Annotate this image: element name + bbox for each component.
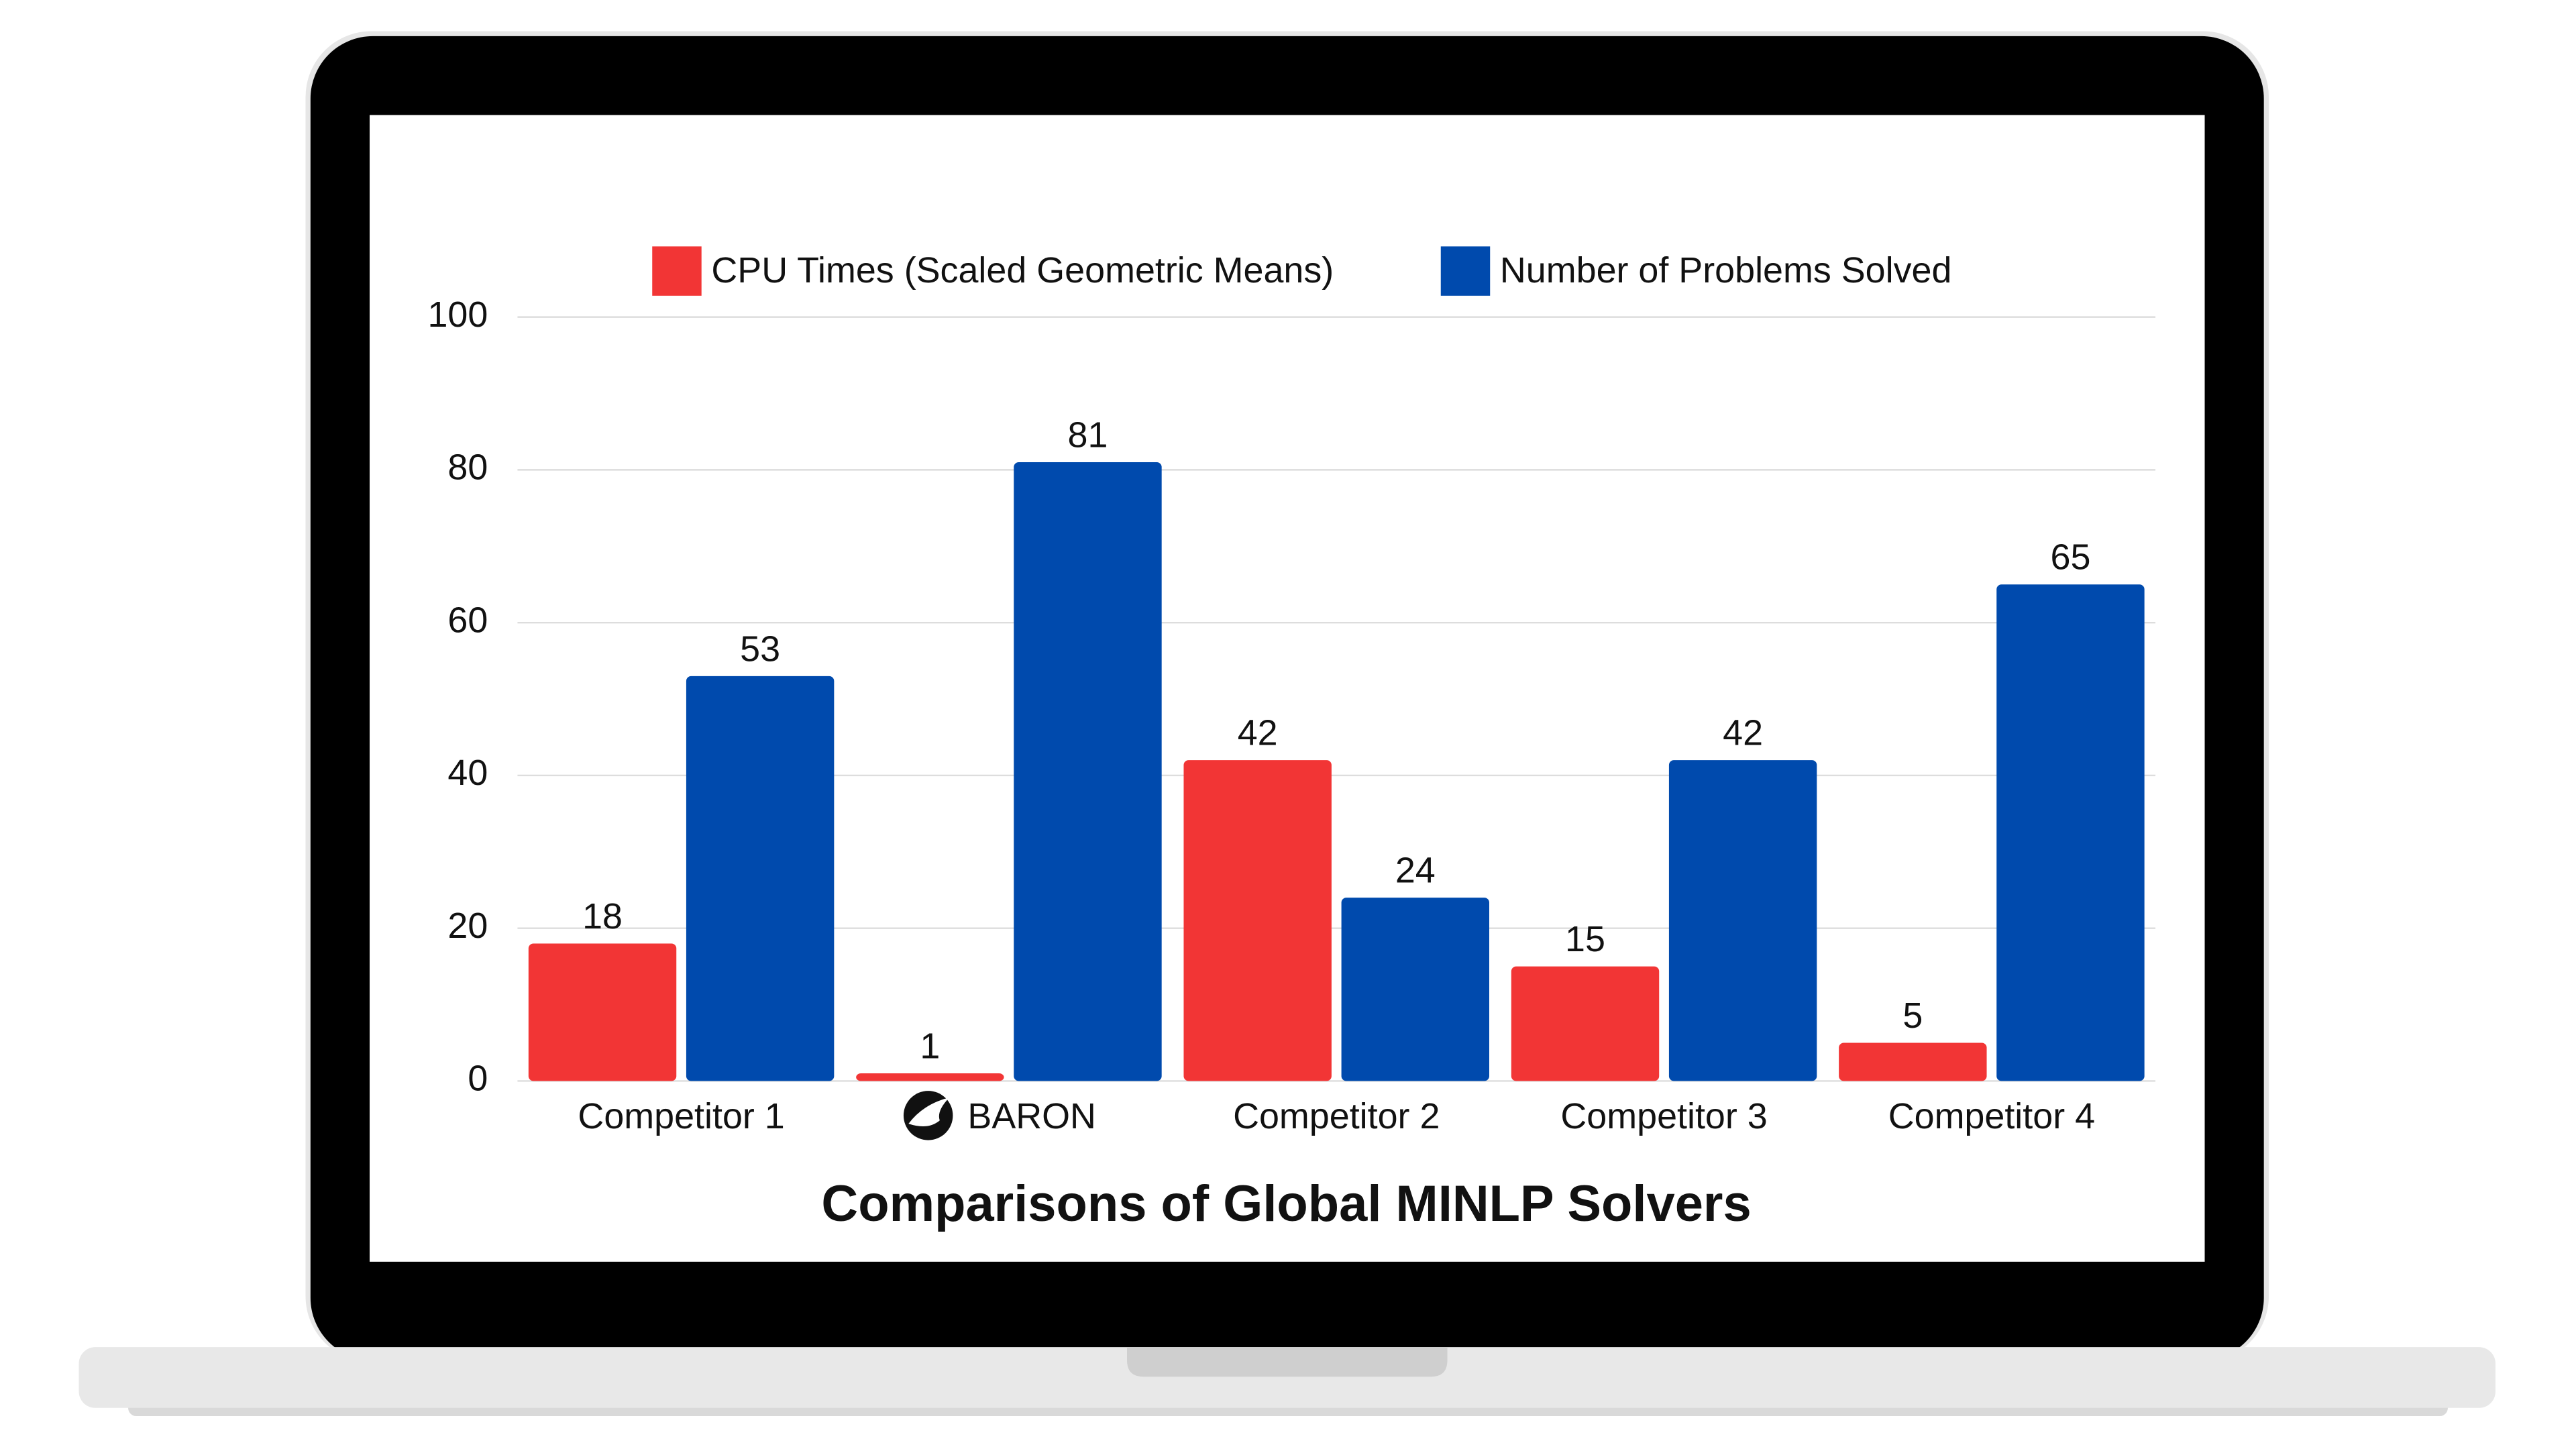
bar bbox=[1341, 898, 1489, 1081]
laptop-notch bbox=[1127, 1347, 1448, 1377]
y-tick-label: 60 bbox=[447, 600, 488, 640]
bar bbox=[856, 1073, 1004, 1081]
bar bbox=[1511, 966, 1660, 1081]
bar bbox=[1668, 760, 1817, 1081]
y-tick-label: 20 bbox=[447, 906, 488, 946]
y-tick-label: 100 bbox=[427, 294, 488, 335]
data-label: 42 bbox=[1238, 713, 1278, 753]
bar bbox=[1183, 760, 1332, 1081]
legend-swatch bbox=[1440, 246, 1491, 296]
data-label: 24 bbox=[1395, 851, 1436, 891]
y-tick-label: 0 bbox=[468, 1059, 488, 1099]
plot: 0 20 40 60 80 100 CPU Times (Scaled Geometric … bbox=[427, 246, 2156, 1136]
y-tick-label: 80 bbox=[447, 447, 488, 488]
legend-label: CPU Times (Scaled Geometric Means) bbox=[711, 250, 1334, 290]
baron-logo bbox=[903, 1091, 953, 1140]
data-label: 65 bbox=[2050, 537, 2090, 578]
bar bbox=[686, 676, 835, 1081]
x-tick-label: Competitor 4 bbox=[1888, 1096, 2095, 1136]
x-tick-label: Competitor 3 bbox=[1560, 1096, 1767, 1136]
bar bbox=[1839, 1042, 1987, 1081]
data-label: 1 bbox=[920, 1026, 940, 1067]
data-label: 5 bbox=[1902, 996, 1923, 1036]
data-label: 53 bbox=[740, 629, 780, 669]
data-label: 42 bbox=[1723, 713, 1763, 753]
chart-title: Comparisons of Global MINLP Solvers bbox=[821, 1175, 1751, 1232]
laptop-base bbox=[78, 1347, 2496, 1408]
x-tick-label: BARON bbox=[967, 1096, 1096, 1136]
x-tick-label: Competitor 1 bbox=[578, 1096, 784, 1136]
data-label: 18 bbox=[582, 896, 623, 936]
legend-swatch bbox=[652, 246, 702, 296]
bar bbox=[528, 943, 677, 1081]
legend-label: Number of Problems Solved bbox=[1500, 250, 1952, 290]
data-label: 81 bbox=[1068, 415, 1108, 455]
bar bbox=[1996, 584, 2145, 1081]
x-tick-label: Competitor 2 bbox=[1233, 1096, 1440, 1136]
y-tick-label: 40 bbox=[447, 753, 488, 793]
data-label: 15 bbox=[1565, 919, 1605, 959]
bar bbox=[1014, 462, 1162, 1081]
